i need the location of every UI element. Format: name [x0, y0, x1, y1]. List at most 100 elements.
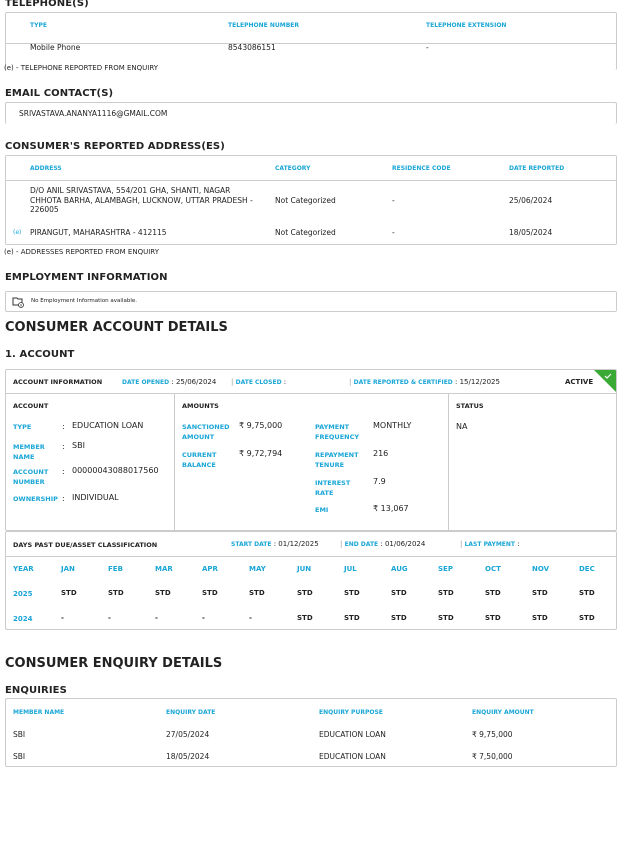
- date-reported-value: : 15/12/2025: [455, 378, 500, 386]
- date-closed-label: DATE CLOSED: [235, 379, 282, 386]
- dpd-cell: STD: [391, 589, 407, 597]
- field-value: SBI: [72, 441, 85, 450]
- field-value: INDIVIDUAL: [72, 493, 119, 502]
- dpd-cell: STD: [344, 589, 360, 597]
- field-value: EDUCATION LOAN: [72, 421, 144, 430]
- email-box: SRIVASTAVA.ANANYA1116@GMAIL.COM: [5, 102, 617, 124]
- month-header: JUL: [344, 565, 357, 573]
- address-code: -: [392, 196, 395, 205]
- enquiry-cell: EDUCATION LOAN: [319, 730, 386, 739]
- dpd-card: DAYS PAST DUE/ASSET CLASSIFICATION START…: [5, 531, 617, 630]
- dpd-title: DAYS PAST DUE/ASSET CLASSIFICATION: [13, 541, 158, 549]
- month-header: DEC: [579, 565, 595, 573]
- col-category: CATEGORY: [275, 165, 311, 172]
- dpd-cell: STD: [485, 614, 501, 622]
- account-info-label: ACCOUNT INFORMATION: [13, 378, 103, 386]
- col-type: TYPE: [30, 22, 47, 29]
- address-text: PIRANGUT, MAHARASHTRA - 412115: [30, 228, 167, 237]
- account-details-heading: CONSUMER ACCOUNT DETAILS: [5, 320, 228, 335]
- field-label: TYPE: [13, 423, 32, 431]
- col-telephone-extension: TELEPHONE EXTENSION: [426, 22, 507, 29]
- dpd-cell: STD: [202, 589, 218, 597]
- amount-label: REPAYMENT TENURE: [315, 451, 359, 469]
- telephone-table: TYPE TELEPHONE NUMBER TELEPHONE EXTENSIO…: [5, 12, 617, 70]
- colon: :: [62, 422, 65, 431]
- amount-label: CURRENT BALANCE: [182, 451, 217, 469]
- dpd-cell: -: [202, 614, 205, 622]
- dpd-cell: STD: [391, 614, 407, 622]
- last-payment-value: :: [517, 540, 520, 548]
- month-header: APR: [202, 565, 218, 573]
- dpd-cell: STD: [108, 589, 124, 597]
- employment-message: No Employment Information available.: [31, 298, 137, 304]
- employment-box: No Employment Information available.: [5, 291, 617, 312]
- address-category: Not Categorized: [275, 196, 336, 205]
- start-date-value: : 01/12/2025: [273, 540, 319, 548]
- field-value: 00000043088017560: [72, 466, 159, 475]
- address-category: Not Categorized: [275, 228, 336, 237]
- employment-heading: EMPLOYMENT INFORMATION: [5, 272, 168, 283]
- address-text: D/O ANIL SRIVASTAVA, 554/201 GHA, SHANTI…: [30, 186, 253, 214]
- date-closed-value: :: [283, 378, 287, 386]
- month-header: JAN: [61, 565, 75, 573]
- year-label: 2024: [13, 615, 33, 623]
- account-subheading: 1. ACCOUNT: [5, 349, 75, 360]
- amount-label: PAYMENT FREQUENCY: [315, 423, 360, 441]
- month-header: JUN: [297, 565, 312, 573]
- account-info-card: ACCOUNT INFORMATION DATE OPENED : 25/06/…: [5, 369, 617, 531]
- month-header: MAY: [249, 565, 266, 573]
- colon: :: [62, 494, 65, 503]
- month-header: AUG: [391, 565, 408, 573]
- amount-value: ₹ 13,067: [373, 504, 409, 513]
- dpd-cell: -: [61, 614, 64, 622]
- account-section-title: ACCOUNT: [13, 402, 49, 410]
- enquiry-col-header: ENQUIRY DATE: [166, 709, 216, 716]
- active-status-badge: ACTIVE: [565, 378, 594, 386]
- last-payment-label: LAST PAYMENT: [464, 541, 516, 548]
- dpd-cell: -: [155, 614, 158, 622]
- enquiry-cell: SBI: [13, 752, 26, 761]
- dpd-cell: STD: [438, 614, 454, 622]
- status-value: NA: [456, 422, 468, 431]
- month-header: SEP: [438, 565, 453, 573]
- address-table: ADDRESS CATEGORY RESIDENCE CODE DATE REP…: [5, 155, 617, 245]
- dpd-cell: STD: [532, 614, 548, 622]
- dpd-cell: STD: [155, 589, 171, 597]
- telephone-note: (e) - TELEPHONE REPORTED FROM ENQUIRY: [4, 64, 159, 72]
- status-section-title: STATUS: [456, 402, 484, 410]
- col-telephone-number: TELEPHONE NUMBER: [228, 22, 299, 29]
- dpd-cell: STD: [297, 614, 313, 622]
- amount-label: EMI: [315, 506, 329, 514]
- phone-number: 8543086151: [228, 43, 276, 52]
- year-label: 2025: [13, 590, 33, 598]
- enquiry-cell: 18/05/2024: [166, 752, 210, 761]
- dpd-cell: -: [249, 614, 252, 622]
- col-date-reported: DATE REPORTED: [509, 165, 565, 172]
- amount-value: 7.9: [373, 477, 386, 486]
- check-corner-icon: [594, 370, 616, 392]
- dpd-cell: STD: [532, 589, 548, 597]
- dpd-cell: STD: [249, 589, 265, 597]
- dpd-cell: STD: [579, 614, 595, 622]
- amount-label: INTEREST RATE: [315, 479, 351, 497]
- date-reported-label: DATE REPORTED & CERTIFIED: [353, 379, 453, 386]
- enquiry-cell: 27/05/2024: [166, 730, 210, 739]
- month-header: MAR: [155, 565, 173, 573]
- address-date: 25/06/2024: [509, 196, 553, 205]
- enquiry-flag: (e): [13, 229, 22, 236]
- address-date: 18/05/2024: [509, 228, 553, 237]
- phone-extension: -: [426, 43, 429, 52]
- field-label: MEMBER NAME: [13, 443, 45, 461]
- end-date-label: END DATE: [344, 541, 379, 548]
- dpd-cell: STD: [61, 589, 77, 597]
- enquiry-cell: ₹ 9,75,000: [472, 730, 513, 739]
- date-opened-value: : 25/06/2024: [171, 378, 217, 386]
- start-date-label: START DATE: [231, 541, 272, 548]
- enquiry-col-header: ENQUIRY PURPOSE: [319, 709, 383, 716]
- amount-value: 216: [373, 449, 389, 458]
- dpd-cell: STD: [579, 589, 595, 597]
- dpd-cell: STD: [344, 614, 360, 622]
- month-header: NOV: [532, 565, 550, 573]
- dpd-cell: -: [108, 614, 111, 622]
- colon: :: [62, 467, 65, 476]
